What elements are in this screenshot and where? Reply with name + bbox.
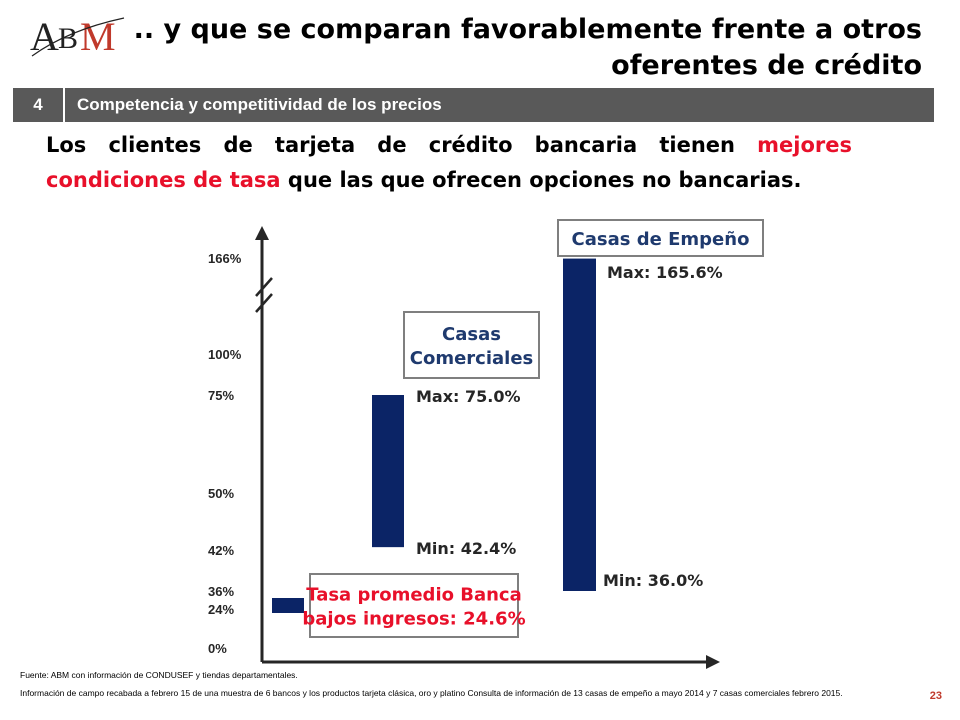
lead-highlight: mejores condiciones de tasa — [46, 133, 852, 192]
y-tick-label: 0% — [208, 641, 227, 656]
y-tick-label: 50% — [208, 486, 234, 501]
y-tick-label: 166% — [208, 251, 242, 266]
abm-logo: A B M — [28, 10, 128, 60]
lead-text-1: Los clientes de tarjeta de crédito banca… — [46, 133, 758, 157]
bar-2 — [563, 258, 596, 591]
bar-1 — [372, 395, 404, 548]
lead-paragraph: Los clientes de tarjeta de crédito banca… — [46, 128, 852, 198]
casas-empeno-box — [557, 219, 764, 257]
casas-empeno-max-label: Max: 165.6% — [607, 263, 723, 282]
section-bar: 4 Competencia y competitividad de los pr… — [13, 88, 934, 122]
svg-text:B: B — [58, 22, 78, 55]
y-tick-label: 24% — [208, 602, 234, 617]
casas-empeno-label: Casas de Empeño — [572, 229, 750, 250]
bar-0 — [272, 598, 304, 613]
casas-comerciales-label: Casas — [442, 324, 501, 345]
casas-comerciales-max-label: Max: 75.0% — [416, 387, 521, 406]
footnote: Información de campo recabada a febrero … — [20, 688, 843, 698]
y-tick-label: 75% — [208, 388, 234, 403]
banca-label: Tasa promedio Banca — [306, 585, 522, 606]
casas-comerciales-box — [403, 311, 540, 379]
svg-text:A: A — [30, 14, 59, 59]
axis-break-1 — [255, 277, 273, 297]
casas-comerciales-min-label: Min: 42.4% — [416, 539, 516, 558]
source-note: Fuente: ABM con información de CONDUSEF … — [20, 670, 298, 680]
x-axis-arrow — [706, 655, 720, 669]
abm-logo-mark: A B M — [30, 14, 125, 59]
section-title: Competencia y competitividad de los prec… — [77, 95, 442, 114]
y-axis-arrow — [255, 226, 269, 240]
section-number: 4 — [13, 88, 65, 122]
banca-label: bajos ingresos: 24.6% — [302, 609, 525, 630]
y-tick-label: 100% — [208, 347, 242, 362]
page-title: .. y que se comparan favorablemente fren… — [133, 14, 922, 81]
casas-comerciales-label: Comerciales — [410, 348, 534, 369]
banca-box — [309, 573, 519, 638]
y-tick-label: 36% — [208, 584, 234, 599]
page-number: 23 — [929, 690, 942, 702]
y-tick-label: 42% — [208, 543, 234, 558]
axis-break-2 — [255, 293, 273, 313]
lead-text-2: que las que ofrecen opciones no bancaria… — [280, 168, 802, 192]
casas-empeno-min-label: Min: 36.0% — [603, 571, 703, 590]
